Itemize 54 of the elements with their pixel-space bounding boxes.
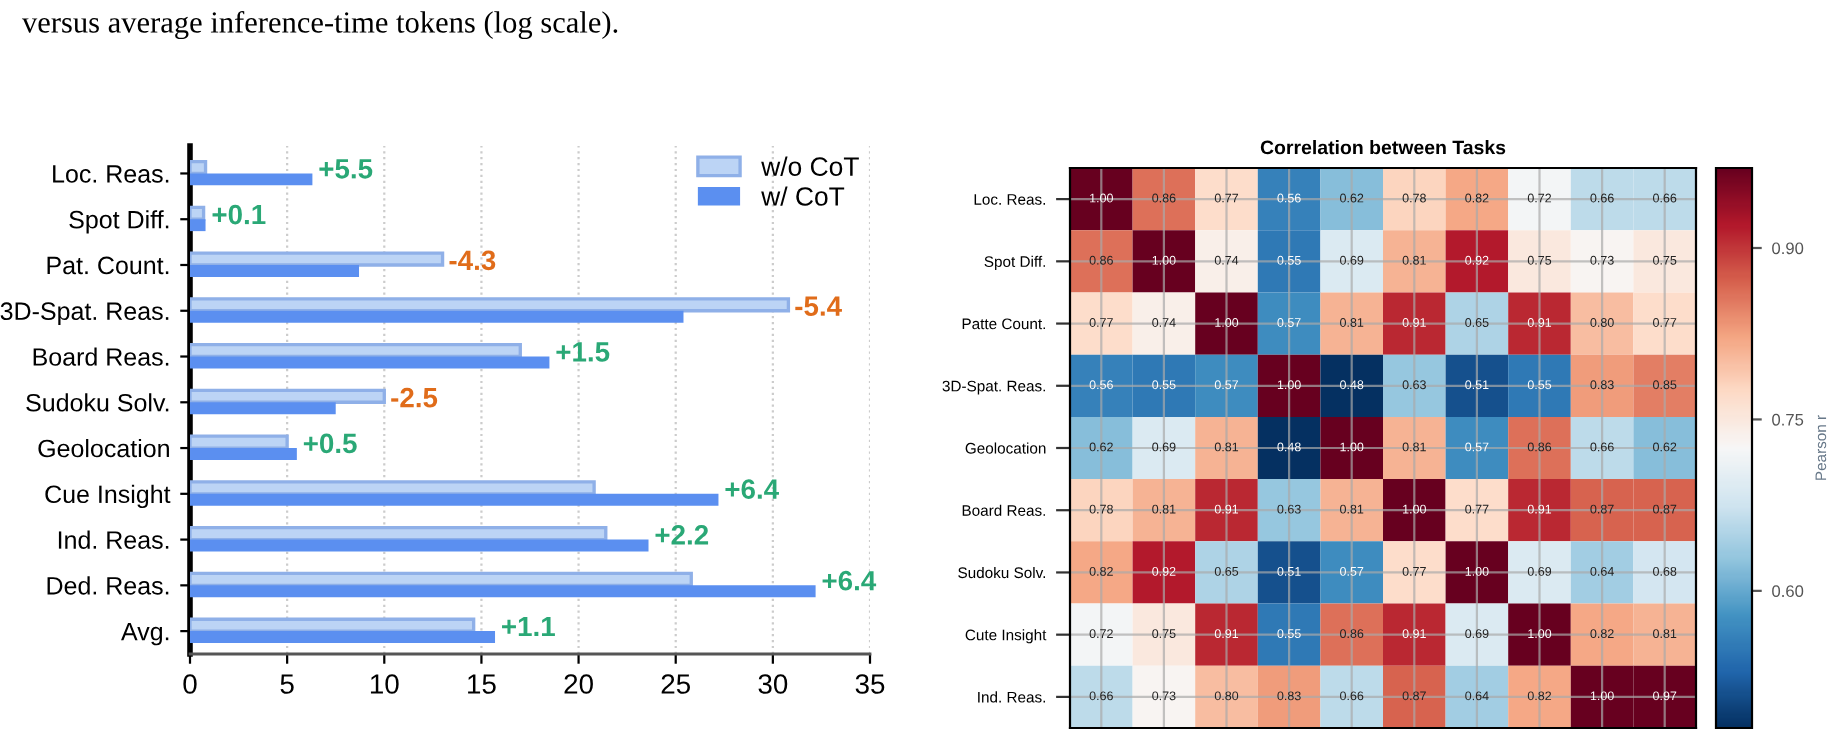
- bar: [190, 219, 206, 232]
- y-tick-label: Ind. Reas.: [58, 530, 169, 549]
- y-tick-label: Avg.: [121, 622, 169, 646]
- bar: [190, 356, 550, 369]
- x-tick-label: 35: [855, 674, 885, 694]
- y-tick-label: Pat. Count.: [47, 256, 169, 275]
- bar: [190, 448, 297, 460]
- legend-label: w/o CoT: [761, 156, 859, 176]
- y-tick-label: Geolocation: [38, 439, 169, 458]
- annotation: -4.3: [449, 250, 496, 271]
- color-bar-label: 0.75: [1772, 413, 1804, 426]
- bar: [190, 585, 816, 598]
- bar: [190, 480, 596, 496]
- y-tick-label: Loc. Reas.: [53, 165, 169, 183]
- x-tick-label: 10: [370, 674, 399, 694]
- y-tick-label: Ded. Reas.: [47, 576, 169, 595]
- annotation: -2.5: [391, 387, 438, 408]
- x-tick-label: 25: [661, 674, 690, 694]
- x-tick-label: 5: [280, 674, 294, 694]
- bar: [190, 297, 791, 313]
- x-tick-label: 30: [758, 674, 788, 694]
- annotation: +0.5: [303, 433, 357, 454]
- x-tick-label: 20: [564, 674, 593, 694]
- annotation: +0.1: [212, 204, 266, 225]
- annotation: +6.4: [725, 479, 779, 499]
- bar: [190, 264, 360, 277]
- y-tick-label: Sudoku Solv.: [26, 393, 169, 412]
- annotation: +1.1: [502, 616, 555, 637]
- bar: [190, 526, 608, 542]
- bar: [190, 251, 445, 267]
- y-tick-label: Spot Diff.: [69, 210, 169, 234]
- bar: [190, 631, 496, 644]
- bar: [190, 310, 684, 323]
- bar: [190, 173, 313, 186]
- bar: [190, 342, 522, 359]
- bar: [190, 539, 649, 552]
- annotation: +6.4: [822, 570, 877, 591]
- bar: [190, 434, 289, 450]
- text: versus average inference-time tokens (log scale).: [21, 10, 618, 40]
- annotation: +1.5: [556, 342, 610, 362]
- annotation: +5.5: [319, 159, 373, 179]
- bar: [190, 493, 719, 506]
- bar: [190, 402, 336, 415]
- annotation: +2.2: [655, 525, 709, 545]
- y-tick-label: Board Reas.: [33, 347, 169, 366]
- color-bar-label: 0.60: [1772, 585, 1804, 598]
- y-tick-label: Cue Insight: [45, 484, 171, 509]
- x-tick-label: 0: [183, 674, 197, 694]
- y-tick-label: 3D-Spat. Reas.: [0, 302, 169, 325]
- chart-title: Correlation between Tasks: [1260, 140, 1506, 155]
- legend-label: w/ CoT: [761, 186, 845, 206]
- annotation: -5.4: [795, 296, 842, 316]
- x-tick-label: 15: [468, 674, 496, 694]
- color-bar-label: 0.90: [1772, 242, 1804, 255]
